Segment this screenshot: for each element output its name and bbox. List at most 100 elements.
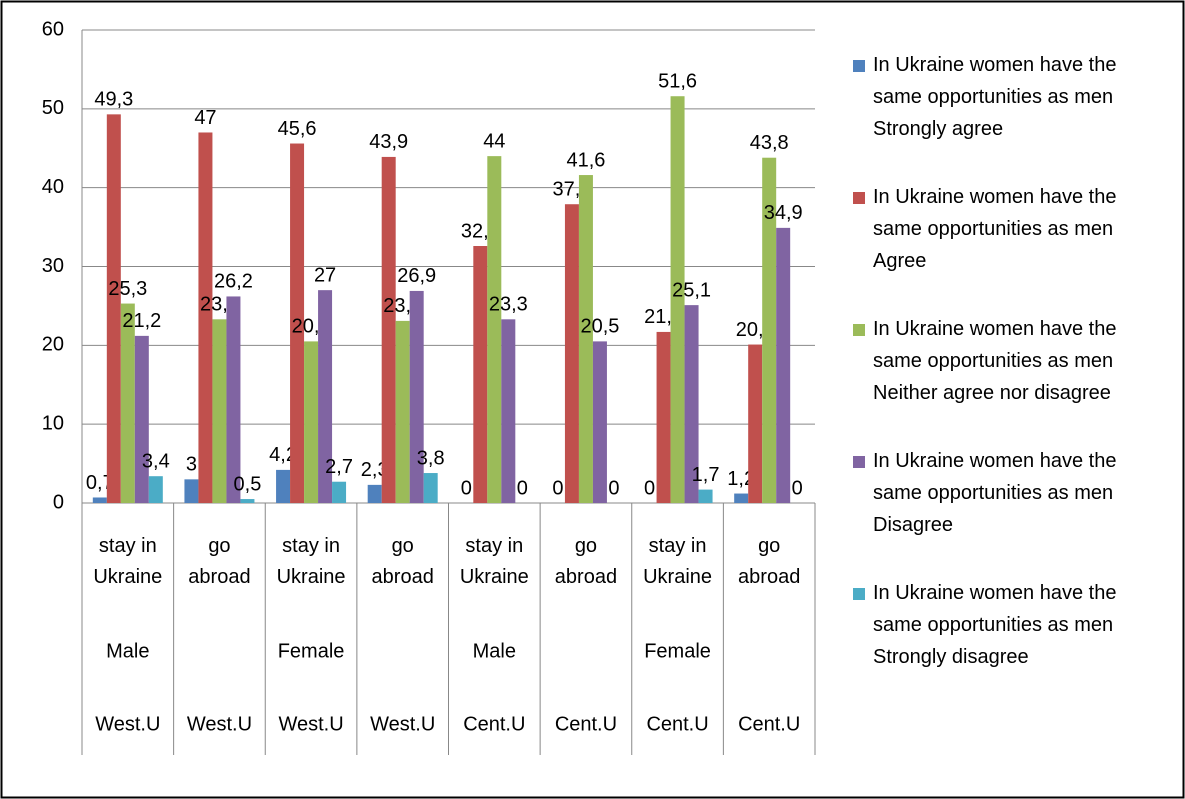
data-label: 0,7	[86, 472, 114, 494]
y-tick-label: 30	[42, 255, 64, 277]
data-label: 3,8	[417, 447, 445, 469]
bar	[762, 157, 777, 503]
legend-swatch	[853, 588, 865, 600]
data-label: 41,6	[566, 149, 605, 171]
x-region-label: Cent.U	[555, 713, 617, 735]
bar	[381, 156, 396, 503]
y-tick-label: 20	[42, 334, 64, 356]
data-label: 0	[608, 477, 619, 499]
text-line: go	[392, 535, 414, 557]
bar	[240, 499, 255, 503]
text-line: In Ukraine women have the	[873, 582, 1116, 604]
bar	[423, 473, 438, 503]
data-label: 1,7	[692, 464, 720, 486]
bar	[198, 132, 213, 503]
bar	[670, 96, 685, 503]
bar	[487, 156, 502, 503]
text-line: stay in	[649, 535, 707, 557]
x-region-label: West.U	[187, 713, 252, 735]
text-line: Agree	[873, 250, 926, 272]
legend-swatch	[853, 192, 865, 204]
data-label: 44	[483, 130, 505, 152]
y-tick-label: 0	[53, 491, 64, 513]
data-label: 0	[792, 477, 803, 499]
data-label: 45,6	[278, 118, 317, 140]
y-tick-label: 10	[42, 412, 64, 434]
text-line: same opportunities as men	[873, 86, 1113, 108]
x-group-label: Male	[473, 640, 516, 662]
text-line: same opportunities as men	[873, 482, 1113, 504]
bar	[134, 335, 149, 503]
data-label: 47	[194, 107, 216, 129]
x-tick-label: go abroad	[738, 535, 800, 588]
data-label: 0	[461, 477, 472, 499]
data-label: 25,1	[672, 279, 711, 301]
bar	[92, 497, 107, 503]
legend-label: In Ukraine women have the same opportunit…	[873, 318, 1116, 404]
data-label: 1,2	[727, 468, 755, 490]
x-region-label: West.U	[95, 713, 160, 735]
text-line: same opportunities as men	[873, 218, 1113, 240]
data-label: 2,3	[361, 459, 389, 481]
x-tick-label: stay in Ukraine	[460, 535, 529, 588]
text-line: go	[575, 535, 597, 557]
data-label: 26,2	[214, 271, 253, 293]
bar	[734, 493, 749, 503]
data-label: 3	[186, 454, 197, 476]
text-line: stay in	[99, 535, 157, 557]
bar	[473, 246, 488, 503]
x-tick-label: go abroad	[372, 535, 434, 588]
x-region-label: Cent.U	[738, 713, 800, 735]
text-line: Strongly disagree	[873, 646, 1029, 668]
data-label: 27	[314, 264, 336, 286]
data-label: 3,4	[142, 450, 170, 472]
data-label: 26,9	[397, 265, 436, 287]
text-line: stay in	[282, 535, 340, 557]
data-label: 0,5	[234, 473, 262, 495]
bar	[290, 143, 305, 503]
text-line: go	[208, 535, 230, 557]
text-line: Disagree	[873, 514, 953, 536]
data-label: 0	[644, 477, 655, 499]
bar	[395, 320, 410, 503]
bar	[184, 479, 199, 503]
bar	[304, 341, 319, 503]
bar	[748, 344, 763, 503]
bar	[226, 296, 241, 503]
data-label: 34,9	[764, 202, 803, 224]
data-label: 25,3	[108, 278, 147, 300]
text-line: Ukraine	[93, 566, 162, 588]
data-label: 43,9	[369, 131, 408, 153]
text-line: Neither agree nor disagree	[873, 382, 1111, 404]
bar	[564, 204, 579, 503]
bar	[501, 319, 516, 503]
bar	[120, 303, 135, 503]
text-line: abroad	[188, 566, 250, 588]
x-region-label: West.U	[278, 713, 343, 735]
legend-swatch	[853, 324, 865, 336]
bar	[332, 481, 347, 503]
data-label: 4,2	[269, 444, 297, 466]
x-tick-label: stay in Ukraine	[277, 535, 346, 588]
x-tick-label: stay in Ukraine	[643, 535, 712, 588]
text-line: In Ukraine women have the	[873, 318, 1116, 340]
data-label: 51,6	[658, 71, 697, 93]
legend-swatch	[853, 60, 865, 72]
legend-label: In Ukraine women have the same opportunit…	[873, 54, 1116, 140]
data-label: 21,2	[122, 310, 161, 332]
legend-swatch	[853, 456, 865, 468]
x-group-label: Female	[278, 640, 345, 662]
text-line: same opportunities as men	[873, 614, 1113, 636]
data-label: 0	[517, 477, 528, 499]
text-line: Strongly agree	[873, 118, 1003, 140]
x-tick-label: stay in Ukraine	[93, 535, 162, 588]
legend-label: In Ukraine women have the same opportunit…	[873, 186, 1116, 272]
x-region-label: Cent.U	[463, 713, 525, 735]
text-line: In Ukraine women have the	[873, 450, 1116, 472]
x-region-label: West.U	[370, 713, 435, 735]
bar	[698, 489, 713, 503]
text-line: abroad	[555, 566, 617, 588]
bar	[684, 305, 699, 503]
text-line: Ukraine	[643, 566, 712, 588]
